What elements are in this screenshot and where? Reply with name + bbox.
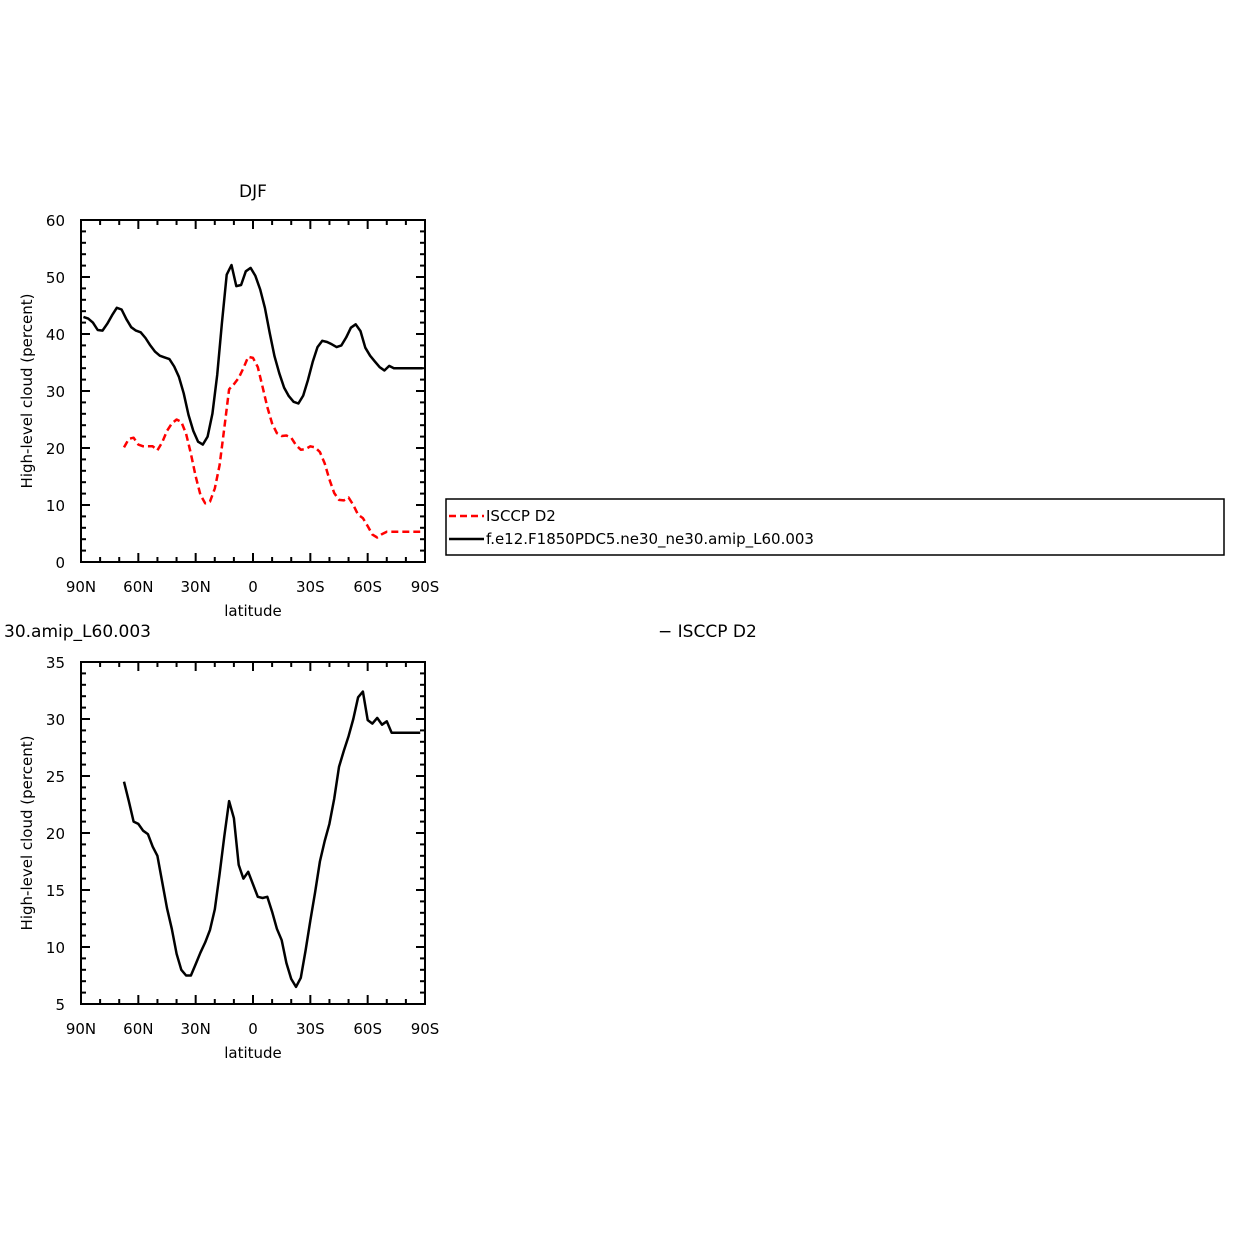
x-tick-label: 90N: [66, 578, 96, 596]
x-tick-label: 60N: [123, 1020, 153, 1038]
y-tick-label: 20: [46, 440, 65, 458]
x-tick-label: 90S: [411, 578, 440, 596]
x-tick-label: 60S: [353, 578, 382, 596]
plot-frame: [80, 661, 426, 1005]
chart-title: DJF: [239, 182, 267, 202]
x-tick-label: 60N: [123, 578, 153, 596]
chart-title-left: 30.amip_L60.003: [4, 622, 151, 642]
y-tick-label: 25: [46, 768, 65, 786]
series-line-f-e12-f1850pdc5-ne30-ne30-amip-l60-003: [82, 263, 423, 446]
y-tick-label: 10: [46, 939, 65, 957]
x-tick-label: 0: [248, 1020, 258, 1038]
y-tick-label: 0: [55, 554, 65, 572]
series-line-isccp-d2: [122, 355, 421, 539]
y-tick-label: 30: [46, 383, 65, 401]
x-axis-label: latitude: [224, 602, 282, 620]
axis-ticks: 90N 60N 30N 0 30S 60S 90S 5 10 15 20 25 30 35: [46, 654, 439, 1038]
x-tick-label: 90S: [411, 1020, 440, 1038]
x-tick-label: 90N: [66, 1020, 96, 1038]
x-axis-label: latitude: [224, 1044, 282, 1062]
x-tick-label: 30S: [296, 578, 325, 596]
y-tick-label: 15: [46, 882, 65, 900]
legend-label-isccp: ISCCP D2: [486, 507, 556, 525]
x-tick-label: 0: [248, 578, 258, 596]
legend-box: [445, 498, 1225, 556]
series-layer: [122, 690, 421, 989]
y-tick-label: 30: [46, 711, 65, 729]
series-layer: [82, 263, 423, 539]
legend: ISCCP D2 f.e12.F1850PDC5.ne30_ne30.amip_…: [445, 498, 1225, 556]
y-axis-label: High-level cloud (percent): [18, 736, 36, 931]
y-tick-label: 5: [55, 996, 65, 1014]
x-tick-label: 60S: [353, 1020, 382, 1038]
y-tick-label: 20: [46, 825, 65, 843]
y-tick-label: 40: [46, 326, 65, 344]
chart-panel-difference: 30.amip_L60.003 − ISCCP D2 90N 60N 30N 0 30S…: [4, 622, 757, 1062]
axis-ticks: 90N 60N 30N 0 30S 60S 90S 0 10 20 30 40 50 60: [46, 212, 439, 596]
legend-label-model: f.e12.F1850PDC5.ne30_ne30.amip_L60.003: [486, 530, 814, 549]
series-line-difference: [122, 690, 421, 989]
y-axis-label: High-level cloud (percent): [18, 294, 36, 489]
x-tick-label: 30N: [181, 1020, 211, 1038]
chart-panel-djf: DJF 90N 60N 30N 0 30S 60S 90S 0 10 20 30 40 50 60 lat…: [18, 182, 1225, 620]
x-tick-label: 30S: [296, 1020, 325, 1038]
y-tick-label: 10: [46, 497, 65, 515]
y-tick-label: 60: [46, 212, 65, 230]
y-tick-label: 50: [46, 269, 65, 287]
x-tick-label: 30N: [181, 578, 211, 596]
plot-frame: [80, 219, 426, 563]
chart-title-right: − ISCCP D2: [658, 622, 757, 642]
y-tick-label: 35: [46, 654, 65, 672]
